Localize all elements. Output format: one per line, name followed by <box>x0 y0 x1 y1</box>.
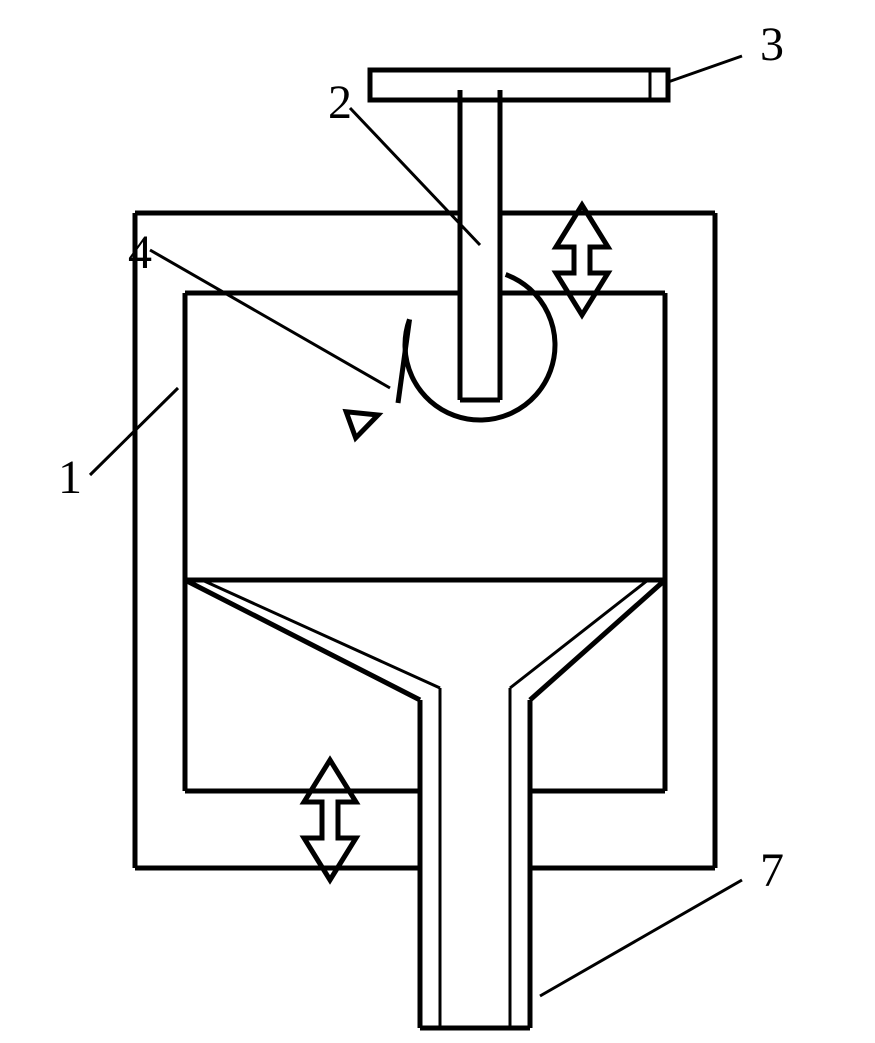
vertical-motion-arrow-upper <box>556 205 608 315</box>
vertical-motion-arrow-lower <box>304 760 356 880</box>
callout-label-3: 3 <box>760 18 784 71</box>
callout-label-4: 4 <box>128 226 152 279</box>
rotation-indicator <box>346 275 555 438</box>
leader-lines <box>90 56 742 996</box>
funnel <box>185 580 665 700</box>
technical-diagram: 1 2 3 4 7 <box>0 0 875 1043</box>
top-handle-bar <box>370 70 668 100</box>
callout-label-7: 7 <box>760 844 784 897</box>
callout-label-2: 2 <box>328 76 352 129</box>
callout-label-1: 1 <box>58 451 82 504</box>
lower-stem <box>420 688 530 1028</box>
inner-box <box>185 293 665 791</box>
outer-frame <box>135 213 715 868</box>
